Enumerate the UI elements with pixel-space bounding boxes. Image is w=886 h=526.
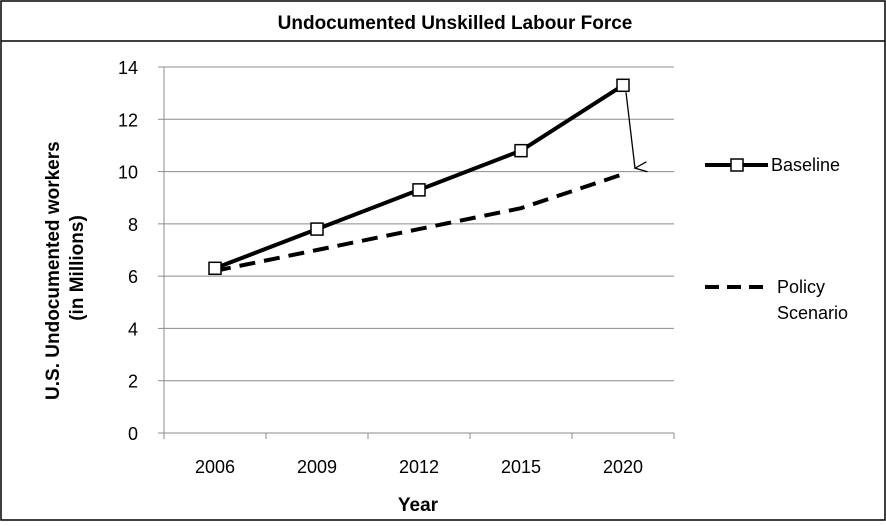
legend-policy-label-line-2: Scenario — [777, 303, 848, 323]
series — [208, 78, 630, 276]
x-axis-title: Year — [398, 495, 439, 516]
x-tick-label-2015: 2015 — [501, 457, 541, 477]
y-tick-label-10: 10 — [118, 163, 138, 183]
point-baseline-2009 — [310, 222, 324, 236]
point-baseline-2012 — [412, 183, 426, 197]
x-tick-label-2012: 2012 — [399, 457, 439, 477]
x-tick-label-2006: 2006 — [195, 457, 235, 477]
y-tick-label-12: 12 — [118, 110, 138, 130]
annotations — [625, 92, 635, 168]
axes — [158, 66, 675, 439]
legend: Baseline Policy Scenario — [705, 155, 848, 323]
point-baseline-2020 — [616, 78, 630, 93]
x-tick-labels: 2006 2009 2012 2015 2020 — [195, 457, 643, 477]
legend-baseline-label: Baseline — [771, 155, 840, 175]
y-tick-labels: 0 2 4 6 8 10 12 14 — [118, 58, 138, 444]
y-axis-title-line-1: U.S. Undocumented workers — [43, 141, 64, 400]
chart-title: Undocumented Unskilled Labour Force — [278, 13, 633, 34]
y-tick-label-4: 4 — [128, 319, 138, 339]
point-baseline-2015 — [514, 143, 528, 158]
annotation-arrow-0 — [625, 92, 635, 168]
y-tick-label-6: 6 — [128, 267, 138, 287]
y-tick-label-2: 2 — [128, 372, 138, 392]
y-axis-title: U.S. Undocumented workers (in Millions) — [43, 136, 88, 400]
legend-policy-label-line-1: Policy — [777, 277, 825, 297]
y-tick-label-14: 14 — [118, 58, 138, 78]
point-baseline-2006 — [208, 261, 222, 276]
x-tick-label-2020: 2020 — [603, 457, 643, 477]
y-axis-title-line-2: (in Millions) — [67, 215, 88, 321]
gridlines — [164, 66, 674, 382]
legend-baseline-marker — [730, 158, 744, 172]
y-tick-label-8: 8 — [128, 215, 138, 235]
x-tick-label-2009: 2009 — [297, 457, 337, 477]
series-line-policy-scenario — [214, 172, 624, 273]
y-tick-label-0: 0 — [128, 424, 138, 444]
